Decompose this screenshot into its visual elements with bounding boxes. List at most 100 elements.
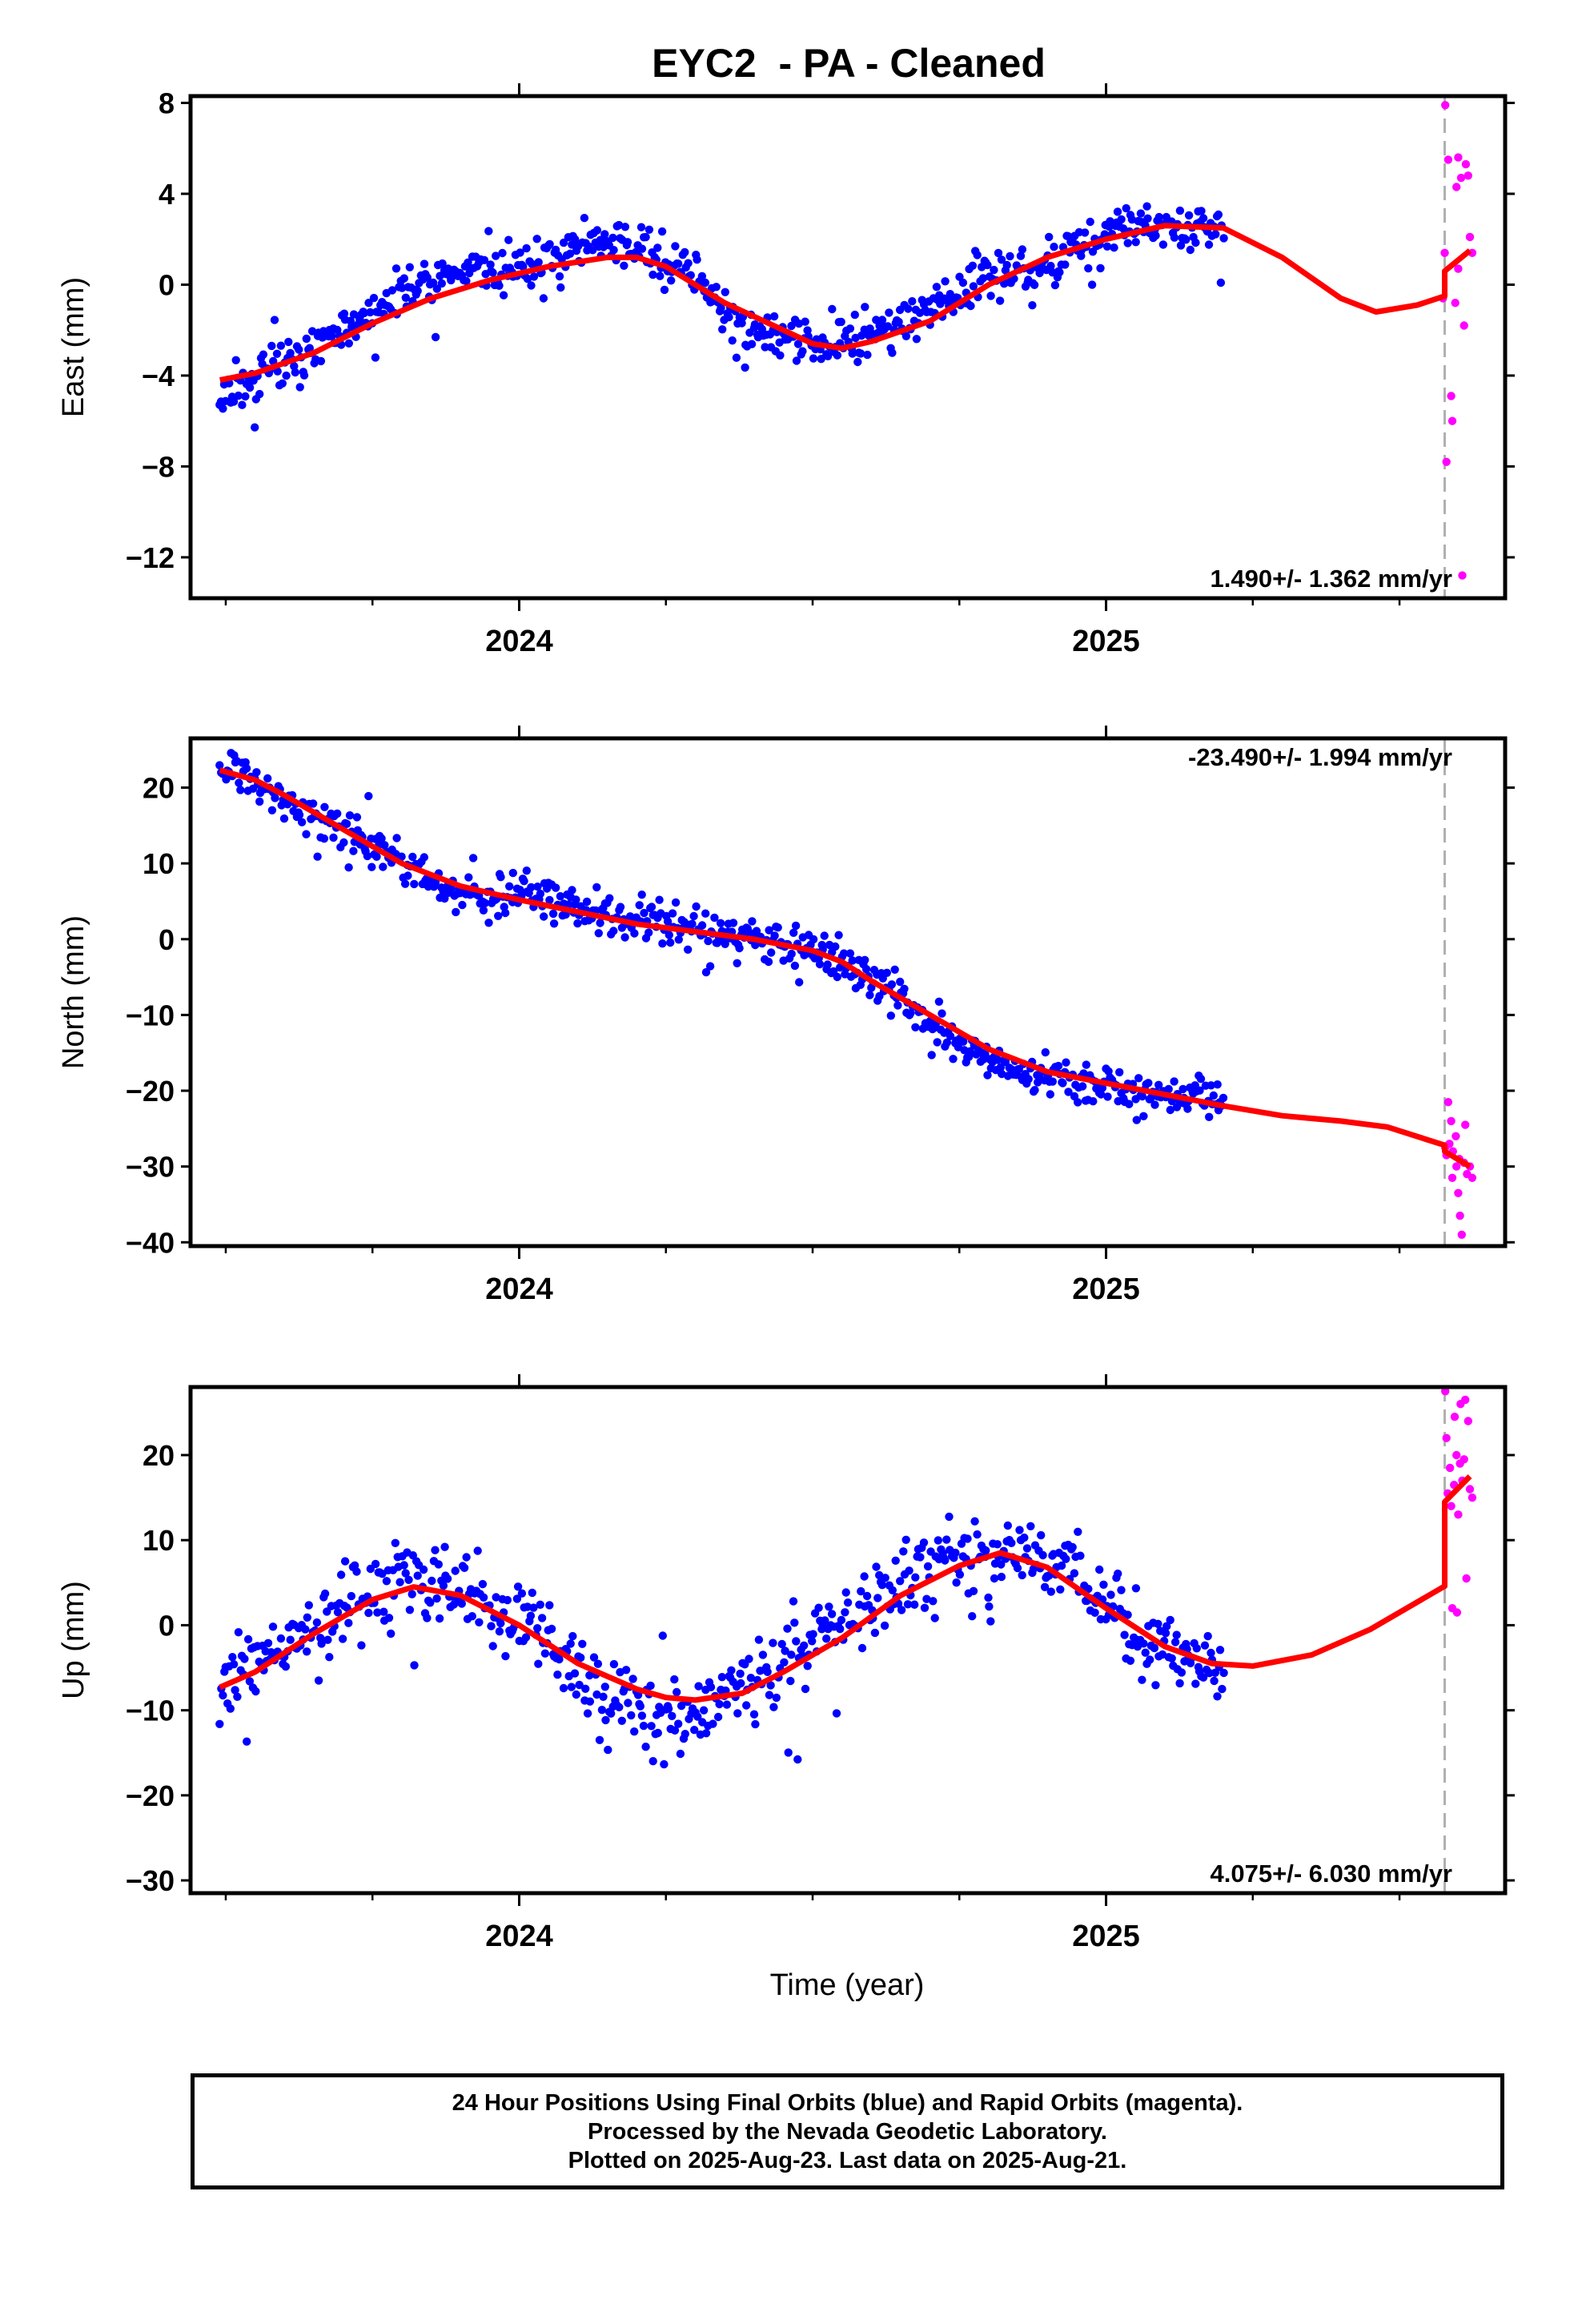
final-orbit-point [440,1542,449,1551]
final-orbit-point [809,1630,817,1638]
final-orbit-point [484,919,493,927]
final-orbit-point [219,1691,227,1700]
final-orbit-point [1003,1521,1013,1530]
model-fit-curve [219,767,1472,1169]
final-orbit-point [1134,1074,1143,1083]
final-orbit-point [916,1553,925,1562]
final-orbit-point [832,1709,841,1718]
final-orbit-point [492,251,500,260]
final-orbit-point [299,371,309,380]
final-orbit-point [576,1653,585,1663]
rapid-orbit-point [1454,1188,1463,1198]
final-orbit-point [521,1633,531,1642]
final-orbit-point [1030,280,1039,289]
footer-note-box: 24 Hour Positions Using Final Orbits (bl… [191,2073,1504,2189]
final-orbit-point [580,214,589,223]
panel-frame [188,736,1508,1248]
final-orbit-point [710,913,719,923]
final-orbit-point [1154,1619,1162,1629]
final-orbit-point [304,1601,313,1610]
final-orbit-point [555,271,564,281]
final-orbit-point [387,286,397,295]
final-orbit-point [1176,241,1186,250]
final-orbit-point [888,348,897,357]
final-orbit-point [595,1735,604,1744]
final-orbit-point [621,1666,631,1675]
final-orbit-point [648,1757,657,1766]
final-orbit-point [276,1634,286,1643]
footer-line-2: Processed by the Nevada Geodetic Laborat… [588,2118,1107,2145]
final-orbit-point [837,1615,846,1625]
final-orbit-point [733,959,741,968]
final-orbit-point [340,1557,350,1566]
final-orbit-point [286,1635,295,1644]
final-orbit-point [443,1574,452,1583]
final-orbit-point [276,341,286,350]
final-orbit-point [733,1709,742,1718]
final-orbit-point [1131,238,1140,247]
final-orbit-point [798,347,807,356]
final-orbit-point [303,1647,311,1656]
final-orbit-point [1191,238,1200,247]
final-orbit-point [862,1591,872,1601]
x-tick-label: 2024 [485,625,553,658]
final-orbit-point [532,235,541,243]
rapid-orbit-point [1456,1211,1464,1220]
final-orbit-point [566,1639,575,1648]
final-orbit-point [1213,1692,1222,1701]
final-orbit-point [896,977,905,987]
final-orbit-point [998,1069,1006,1079]
final-orbit-point [1191,1679,1200,1688]
final-orbit-point [1110,243,1118,252]
final-orbit-point [519,262,528,271]
final-orbit-point [1164,1084,1173,1094]
final-orbit-point [347,1591,355,1601]
final-orbit-point [793,340,803,348]
final-orbit-point [363,851,372,861]
y-tick-label: −20 [126,1075,175,1108]
final-orbit-point [886,1011,896,1020]
final-orbit-point [1204,240,1214,249]
rapid-orbit-point [1468,1493,1477,1502]
final-orbit-point [923,1562,933,1571]
final-orbit-point [789,1597,798,1606]
final-orbit-point [787,321,796,331]
final-orbit-point [741,363,749,372]
y-tick-label: 0 [159,1609,175,1642]
final-orbit-point [536,889,545,899]
final-orbit-point [1136,209,1146,218]
final-orbit-point [627,1711,636,1720]
final-orbit-point [1097,1090,1106,1099]
final-orbit-point [545,239,554,249]
final-orbit-point [1062,1554,1070,1563]
final-orbit-point [973,1530,982,1539]
final-orbit-point [906,1009,915,1018]
final-orbit-point [934,997,944,1007]
final-orbit-point [883,322,893,331]
final-orbit-point [1037,1530,1046,1540]
final-orbit-point [373,1608,382,1617]
final-orbit-point [609,246,618,255]
final-orbit-point [912,335,921,344]
final-orbit-point [333,809,342,818]
y-tick-label: 20 [143,1439,175,1472]
final-orbit-point [420,853,428,862]
final-orbit-point [278,379,287,388]
final-orbit-point [620,223,630,231]
final-orbit-point [592,226,602,235]
final-orbit-point [319,834,329,843]
final-orbit-point [653,243,662,252]
final-orbit-point [529,1603,538,1612]
final-orbit-point [765,1691,774,1699]
final-orbit-point [718,325,727,334]
final-orbit-point [712,283,721,292]
final-orbit-point [1006,251,1014,261]
final-orbit-point [439,1581,448,1590]
final-orbit-point [568,886,576,895]
final-orbit-point [377,834,386,843]
final-orbit-point [245,1677,255,1686]
final-orbit-point [281,1662,291,1671]
rapid-orbit-point [1461,159,1471,169]
final-orbit-point [801,317,809,326]
